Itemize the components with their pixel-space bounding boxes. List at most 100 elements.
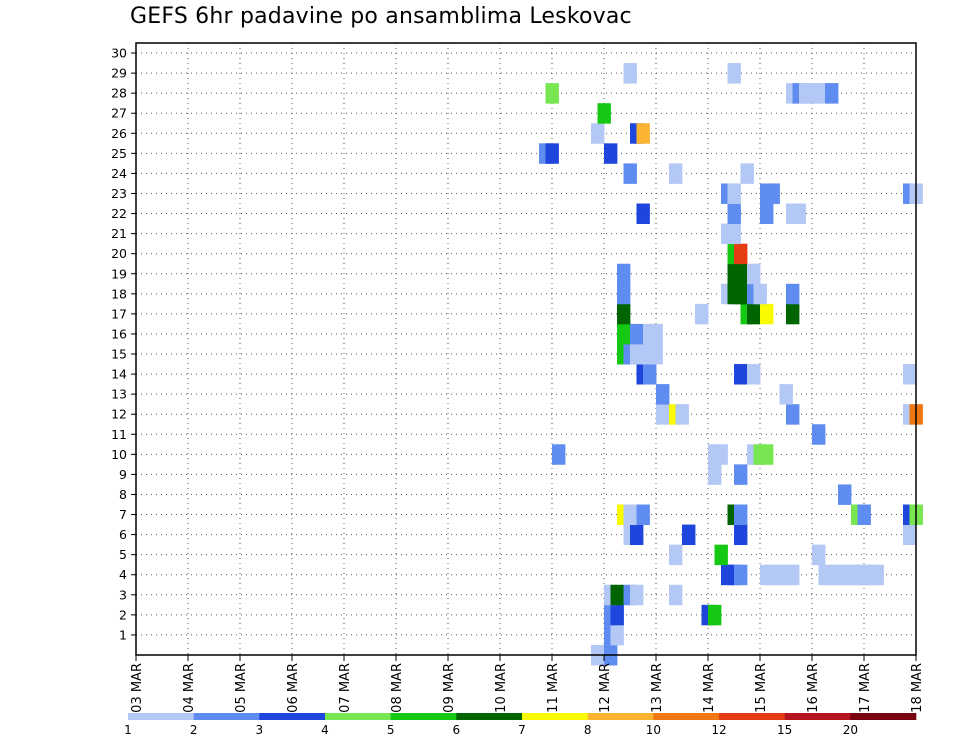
legend-swatch — [653, 713, 720, 720]
data-cell — [786, 404, 800, 425]
data-cell — [617, 303, 631, 325]
chart-title: GEFS 6hr padavine po ansamblima Leskovac — [130, 4, 632, 29]
y-tick-label: 29 — [111, 66, 127, 81]
y-tick-label: 7 — [119, 507, 127, 522]
data-cell — [649, 323, 663, 345]
legend-swatch — [784, 713, 851, 720]
x-tick-label: 04 MAR — [182, 663, 197, 713]
data-cell — [903, 364, 917, 385]
y-tick-label: 3 — [119, 587, 127, 602]
data-cell — [617, 263, 631, 285]
x-tick-label: 16 MAR — [806, 663, 821, 713]
legend-label: 3 — [256, 723, 264, 737]
legend-label: 8 — [584, 723, 592, 737]
y-tick-label: 20 — [111, 246, 127, 261]
y-tick-label: 13 — [111, 387, 127, 402]
legend-label: 6 — [453, 723, 461, 737]
data-cell — [766, 183, 780, 204]
data-cell — [669, 544, 683, 566]
data-cell — [812, 544, 826, 566]
data-cell — [708, 464, 722, 485]
data-cell — [545, 143, 559, 164]
legend-swatch — [259, 713, 326, 720]
data-cell — [727, 203, 741, 224]
data-cell — [734, 364, 748, 385]
data-cell — [669, 584, 683, 606]
y-tick-label: 19 — [111, 266, 127, 281]
data-cell — [857, 504, 871, 525]
legend-label: 15 — [777, 723, 792, 737]
data-cell — [812, 424, 826, 445]
data-cell — [656, 404, 670, 425]
data-cell — [636, 504, 650, 525]
data-cell — [610, 584, 624, 606]
data-cell — [747, 263, 761, 285]
data-cell — [682, 524, 696, 546]
y-tick-label: 8 — [119, 487, 127, 502]
plot-frame — [135, 42, 917, 656]
data-cell — [727, 223, 741, 245]
data-cell — [734, 464, 748, 485]
data-cell — [643, 364, 657, 385]
data-cell — [760, 444, 774, 465]
y-tick-label: 22 — [111, 206, 127, 221]
data-cell — [623, 163, 637, 184]
data-cell — [734, 564, 748, 586]
x-tick-label: 15 MAR — [754, 663, 769, 713]
data-cell — [630, 343, 644, 365]
x-tick-label: 18 MAR — [910, 663, 925, 713]
legend-swatch — [390, 713, 457, 720]
y-tick-label: 17 — [111, 306, 127, 321]
legend-label: 4 — [321, 723, 329, 737]
legend-swatch — [850, 713, 917, 720]
data-cell — [727, 183, 741, 204]
data-cell — [786, 564, 800, 586]
data-cell — [838, 484, 852, 505]
data-cell — [610, 604, 624, 626]
data-cell — [623, 63, 637, 84]
legend-swatch — [456, 713, 523, 720]
data-cell — [636, 203, 650, 224]
data-cell — [617, 283, 631, 305]
data-cell — [714, 544, 728, 566]
data-cell — [604, 143, 618, 164]
legend-swatch — [325, 713, 391, 720]
data-cell — [786, 283, 800, 305]
data-cell — [656, 384, 670, 405]
x-tick-label: 12 MAR — [598, 663, 613, 713]
y-tick-label: 4 — [119, 567, 127, 582]
legend-label: 12 — [711, 723, 726, 737]
x-tick-label: 05 MAR — [234, 663, 249, 713]
y-tick-label: 5 — [119, 547, 127, 562]
y-tick-label: 14 — [111, 367, 127, 382]
data-cell — [734, 504, 748, 525]
data-cell — [708, 604, 722, 626]
data-cell — [825, 83, 839, 104]
legend-label: 20 — [843, 723, 858, 737]
data-cell — [753, 283, 767, 305]
data-cell — [760, 303, 774, 325]
data-cell — [630, 524, 644, 546]
x-tick-label: 08 MAR — [390, 663, 405, 713]
data-cell — [630, 584, 644, 606]
data-cell — [636, 123, 650, 144]
x-tick-label: 11 MAR — [546, 663, 561, 713]
legend-swatch — [587, 713, 654, 720]
x-tick-label: 07 MAR — [338, 663, 353, 713]
x-tick-label: 13 MAR — [650, 663, 665, 713]
data-cell — [734, 263, 748, 285]
y-tick-label: 21 — [111, 226, 127, 241]
data-cell — [714, 444, 728, 465]
data-cell — [545, 83, 559, 104]
y-tick-label: 24 — [111, 166, 127, 181]
data-cell — [617, 323, 631, 345]
y-tick-label: 6 — [119, 527, 127, 542]
data-cell — [727, 63, 741, 84]
data-cell — [649, 343, 663, 365]
y-tick-label: 11 — [111, 427, 127, 442]
y-tick-label: 16 — [111, 326, 127, 341]
data-cell — [597, 103, 611, 124]
legend-swatch — [128, 713, 194, 720]
